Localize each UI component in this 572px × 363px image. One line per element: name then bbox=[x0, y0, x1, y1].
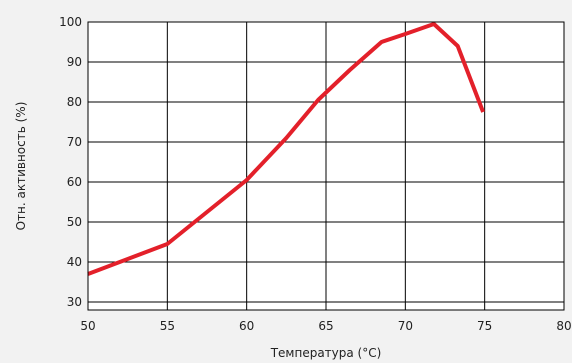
x-tick-label: 65 bbox=[318, 319, 333, 333]
data-series bbox=[87, 22, 485, 276]
y-tick-label: 90 bbox=[67, 55, 82, 69]
x-tick-label: 60 bbox=[239, 319, 254, 333]
y-tick-label: 30 bbox=[67, 295, 82, 309]
y-tick-label: 80 bbox=[67, 95, 82, 109]
x-tick-label: 55 bbox=[160, 319, 175, 333]
x-tick-label: 75 bbox=[477, 319, 492, 333]
y-axis-label: Отн. активность (%) bbox=[14, 102, 28, 231]
x-tick-label: 70 bbox=[398, 319, 413, 333]
y-tick-label: 100 bbox=[59, 15, 82, 29]
y-tick-label: 60 bbox=[67, 175, 82, 189]
x-axis-label: Температура (°C) bbox=[270, 346, 382, 360]
plot-frame bbox=[87, 21, 565, 311]
x-tick-label: 50 bbox=[80, 319, 95, 333]
y-tick-label: 40 bbox=[67, 255, 82, 269]
x-tick-label: 80 bbox=[556, 319, 571, 333]
y-tick-label: 70 bbox=[67, 135, 82, 149]
series-line bbox=[87, 22, 485, 276]
tick-labels: 50 55 60 65 70 75 80 30 40 50 60 70 80 90 100 bbox=[59, 15, 572, 333]
y-tick-label: 50 bbox=[67, 215, 82, 229]
